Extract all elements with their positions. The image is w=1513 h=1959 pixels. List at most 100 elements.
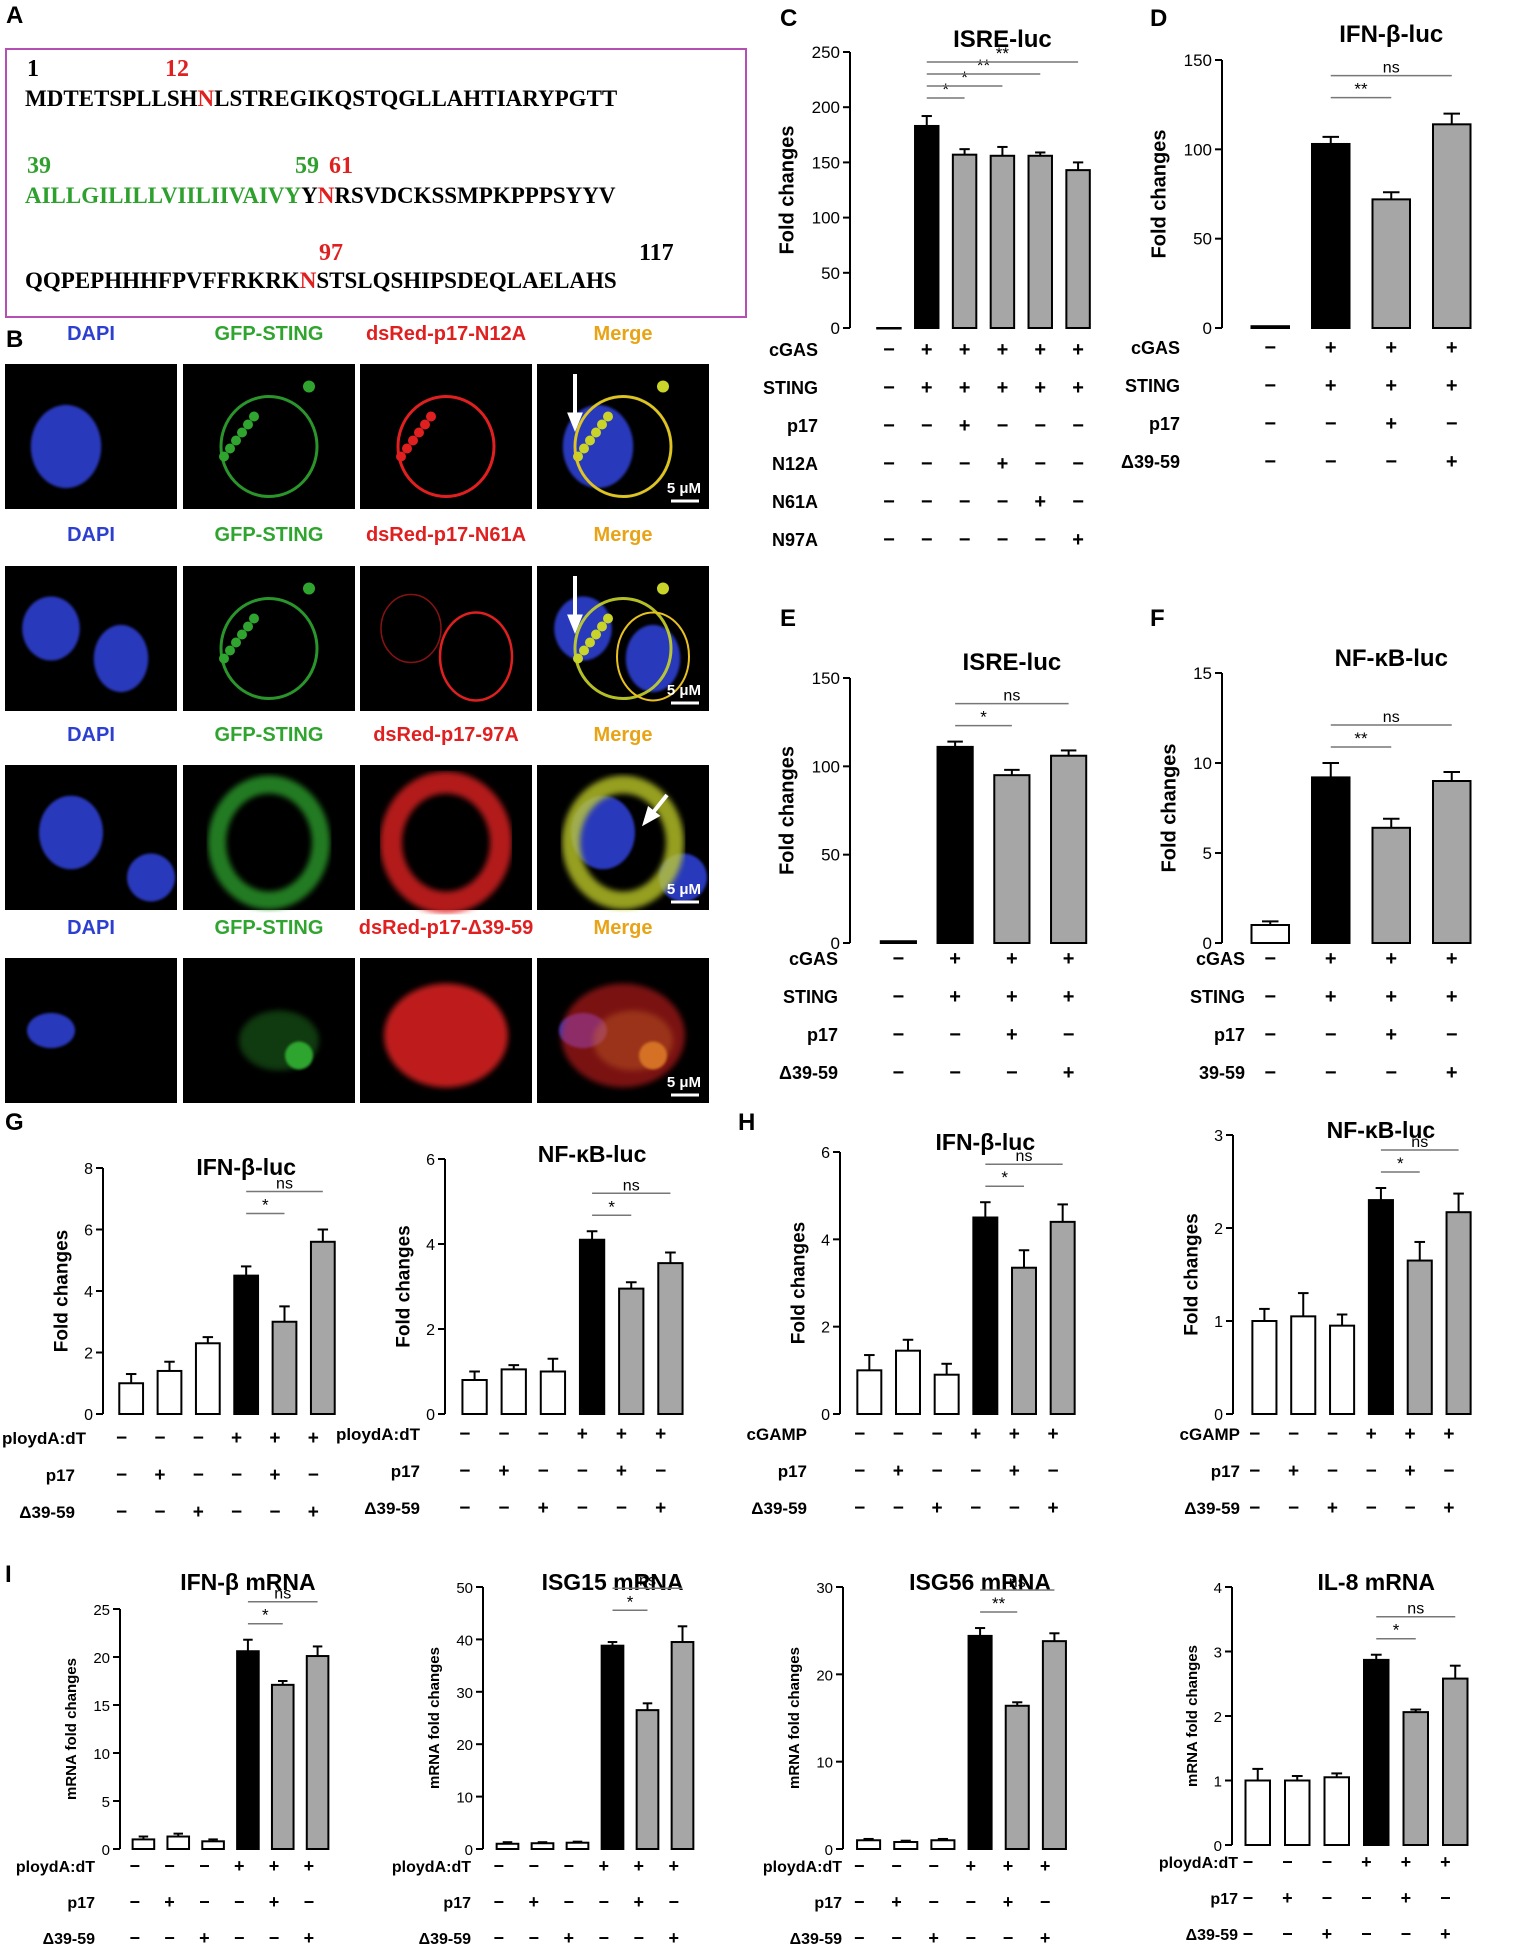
bar bbox=[1250, 924, 1291, 944]
panel-label: E bbox=[780, 605, 796, 632]
bar bbox=[156, 1369, 183, 1415]
condition-sign: − bbox=[1322, 1852, 1333, 1872]
condition-sign: − bbox=[1034, 415, 1046, 437]
condition-sign: + bbox=[1003, 1856, 1014, 1876]
chart-title: IFN-β-luc bbox=[936, 1129, 1036, 1155]
bar bbox=[1284, 1779, 1311, 1846]
bar bbox=[967, 1634, 993, 1850]
bar bbox=[1011, 1266, 1037, 1416]
condition-sign: − bbox=[116, 1465, 127, 1486]
significance-label: ns bbox=[1407, 1601, 1424, 1618]
panel-label: G bbox=[5, 1109, 24, 1136]
bar bbox=[1041, 1640, 1067, 1850]
bar bbox=[270, 1683, 295, 1850]
bar bbox=[1445, 1211, 1472, 1415]
condition-sign: + bbox=[655, 1424, 666, 1445]
significance-label: * bbox=[262, 1196, 269, 1215]
condition-label: Δ39-59 bbox=[1184, 1499, 1240, 1518]
condition-sign: − bbox=[1063, 1024, 1075, 1046]
panel-label: C bbox=[780, 5, 797, 32]
y-tick-label: 15 bbox=[1193, 664, 1212, 683]
condition-sign: − bbox=[928, 1856, 939, 1876]
condition-label: cGAS bbox=[1131, 338, 1180, 358]
bar bbox=[670, 1641, 695, 1851]
condition-sign: + bbox=[1385, 413, 1397, 435]
condition-sign: − bbox=[1264, 948, 1276, 970]
y-tick-label: 250 bbox=[812, 43, 840, 62]
y-axis-label: Fold changes bbox=[51, 1230, 72, 1352]
significance-label: * bbox=[1001, 1168, 1008, 1187]
condition-sign: − bbox=[308, 1465, 319, 1486]
condition-sign: − bbox=[1327, 1424, 1338, 1445]
chart-title: NF-κB-luc bbox=[1327, 1117, 1436, 1143]
chart-title: NF-κB-luc bbox=[538, 1141, 647, 1167]
condition-sign: − bbox=[493, 1928, 504, 1948]
chart-i1: 0 5 10 15 20 25 mRNA fold changes IFN-β mRNA * ns… bbox=[16, 1569, 330, 1948]
y-tick-label: 0 bbox=[465, 1842, 473, 1859]
y-axis-label: mRNA fold changes bbox=[63, 1658, 80, 1800]
condition-sign: + bbox=[949, 986, 961, 1008]
bar bbox=[461, 1379, 488, 1415]
condition-sign: + bbox=[1440, 1852, 1451, 1872]
y-tick-label: 10 bbox=[816, 1755, 833, 1772]
condition-sign: + bbox=[1006, 986, 1018, 1008]
condition-sign: − bbox=[854, 1856, 865, 1876]
condition-label: STING bbox=[783, 987, 838, 1007]
condition-sign: − bbox=[1327, 1461, 1338, 1482]
significance-label: ** bbox=[996, 44, 1010, 63]
condition-sign: − bbox=[1009, 1498, 1020, 1519]
condition-sign: + bbox=[577, 1424, 588, 1445]
condition-sign: − bbox=[1446, 1024, 1458, 1046]
bar bbox=[856, 1839, 882, 1851]
bar bbox=[635, 1709, 660, 1851]
bar bbox=[530, 1842, 555, 1850]
condition-sign: − bbox=[1034, 529, 1046, 551]
bar bbox=[1049, 1220, 1076, 1416]
condition-label: ploydA:dT bbox=[1159, 1855, 1238, 1872]
y-axis-label: mRNA fold changes bbox=[1184, 1645, 1201, 1787]
condition-sign: − bbox=[1401, 1924, 1412, 1944]
significance-label: * bbox=[942, 80, 949, 99]
condition-sign: + bbox=[921, 339, 933, 361]
condition-label: Δ39-59 bbox=[419, 1931, 472, 1948]
condition-label: Δ39-59 bbox=[19, 1503, 75, 1522]
condition-sign: + bbox=[1361, 1852, 1372, 1872]
significance-label: ** bbox=[977, 56, 991, 75]
condition-sign: − bbox=[164, 1928, 175, 1948]
bar bbox=[1050, 754, 1088, 944]
condition-sign: + bbox=[1325, 986, 1337, 1008]
condition-sign: − bbox=[1282, 1852, 1293, 1872]
condition-sign: − bbox=[1249, 1461, 1260, 1482]
significance-label: ns bbox=[623, 1177, 640, 1194]
bar bbox=[539, 1370, 567, 1415]
condition-sign: − bbox=[1006, 1062, 1018, 1084]
condition-sign: − bbox=[1361, 1924, 1372, 1944]
condition-sign: − bbox=[854, 1928, 865, 1948]
condition-label: STING bbox=[1125, 376, 1180, 396]
condition-sign: − bbox=[1325, 451, 1337, 473]
condition-sign: − bbox=[598, 1892, 609, 1912]
condition-sign: + bbox=[1034, 377, 1046, 399]
y-tick-label: 4 bbox=[426, 1237, 435, 1254]
condition-sign: − bbox=[1361, 1888, 1372, 1908]
condition-sign: − bbox=[598, 1928, 609, 1948]
condition-sign: + bbox=[304, 1928, 315, 1948]
bar bbox=[876, 327, 902, 330]
y-tick-label: 100 bbox=[812, 209, 840, 228]
condition-sign: + bbox=[1401, 1888, 1412, 1908]
chart-i3: 0 10 20 30 mRNA fold changes ISG56 mRNA**ns pl… bbox=[763, 1569, 1067, 1948]
bar bbox=[972, 1216, 999, 1415]
significance-label: ns bbox=[639, 1572, 656, 1589]
condition-sign: + bbox=[234, 1856, 245, 1876]
condition-sign: + bbox=[538, 1498, 549, 1519]
condition-sign: − bbox=[304, 1892, 315, 1912]
condition-sign: + bbox=[1047, 1498, 1058, 1519]
condition-sign: − bbox=[1243, 1852, 1254, 1872]
condition-sign: − bbox=[633, 1928, 644, 1948]
condition-sign: − bbox=[921, 453, 933, 475]
condition-sign: + bbox=[269, 1892, 280, 1912]
condition-label: p17 bbox=[67, 1895, 95, 1912]
condition-sign: + bbox=[1446, 451, 1458, 473]
condition-sign: + bbox=[616, 1461, 627, 1482]
condition-sign: + bbox=[1009, 1461, 1020, 1482]
